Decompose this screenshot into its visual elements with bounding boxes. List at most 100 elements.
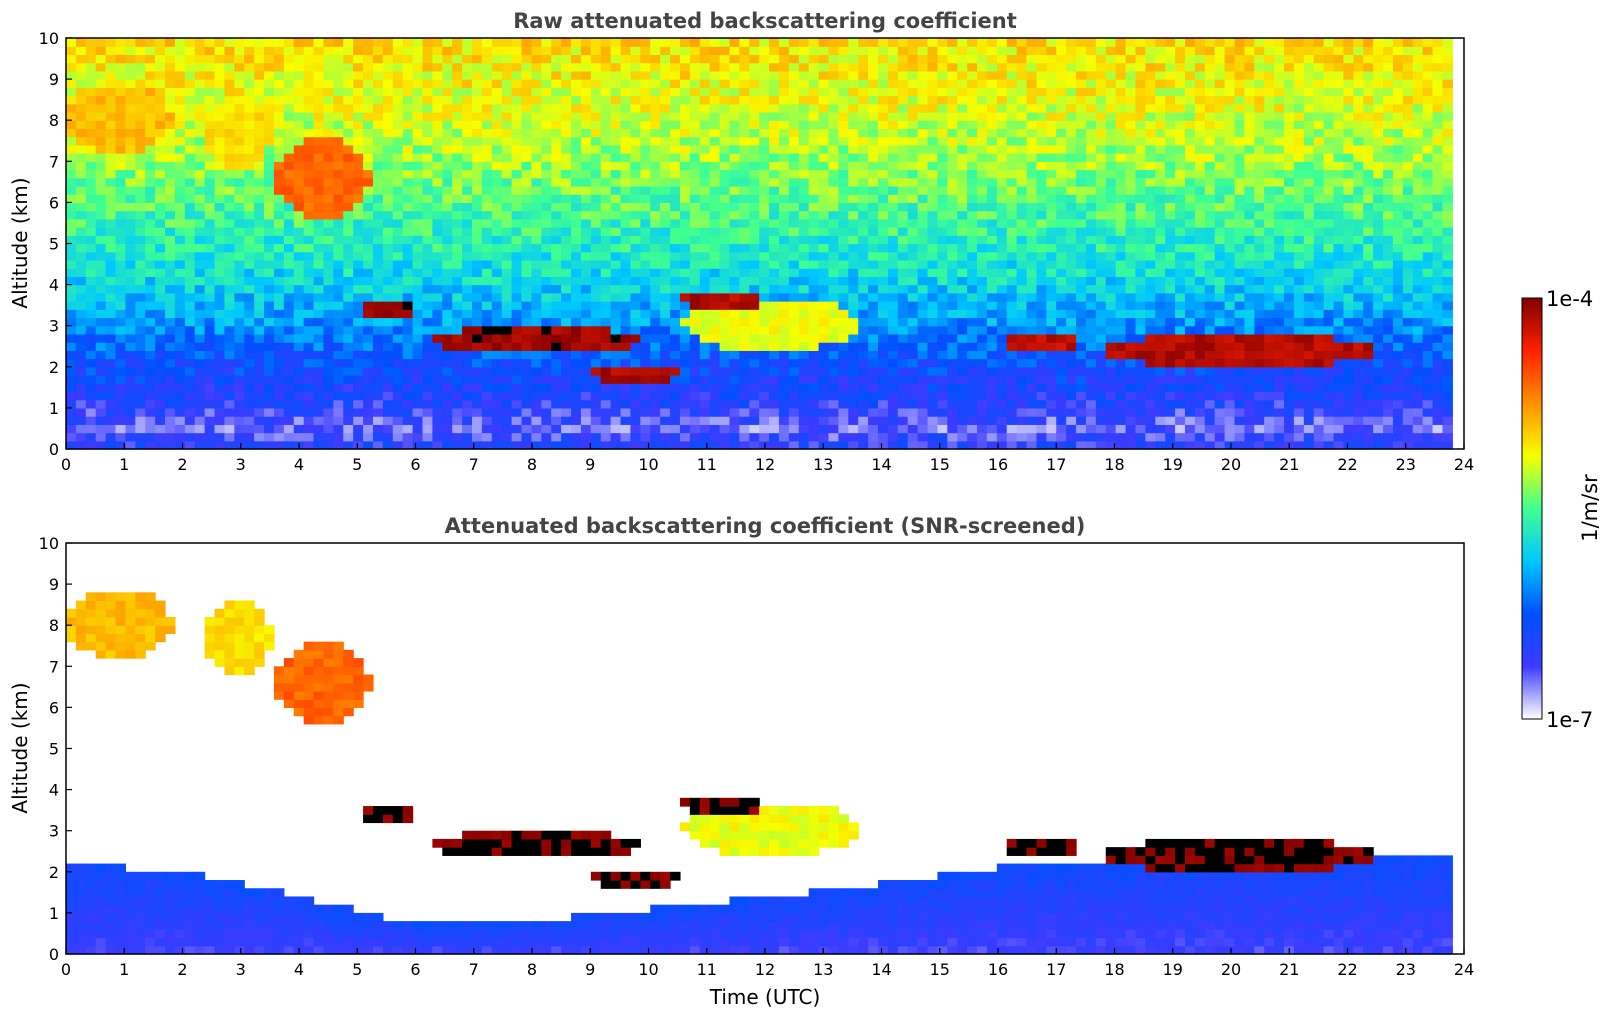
heatmap-cell: [571, 424, 582, 434]
heatmap-cell: [372, 276, 384, 286]
heatmap-cell: [472, 440, 483, 450]
heatmap-cell: [729, 70, 740, 80]
heatmap-cell: [1046, 268, 1057, 277]
heatmap-cell: [798, 416, 810, 425]
heatmap-cell: [927, 62, 939, 72]
heatmap-cell: [155, 432, 166, 442]
heatmap-cell: [432, 218, 443, 228]
heatmap-cell: [699, 375, 711, 384]
heatmap-cell: [125, 383, 136, 393]
heatmap-cell: [709, 169, 721, 179]
heatmap-cell: [531, 185, 542, 195]
heatmap-cell: [828, 54, 839, 64]
heatmap-cell: [967, 79, 978, 88]
heatmap-cell: [115, 399, 127, 409]
heatmap-cell: [977, 407, 988, 417]
heatmap-cell: [927, 87, 939, 97]
heatmap-cell: [1006, 440, 1018, 450]
heatmap-cell: [165, 153, 176, 162]
heatmap-cell: [323, 325, 334, 335]
heatmap-cell: [283, 128, 295, 138]
heatmap-cell: [689, 342, 701, 351]
heatmap-cell: [442, 62, 453, 72]
heatmap-cell: [709, 210, 721, 220]
heatmap-cell: [986, 259, 998, 269]
heatmap-cell: [66, 309, 77, 319]
heatmap-cell: [264, 95, 275, 105]
heatmap-cell: [571, 243, 582, 253]
heatmap-cell: [699, 218, 711, 228]
heatmap-cell: [511, 243, 523, 253]
heatmap-cell: [858, 218, 869, 228]
heatmap-cell: [264, 136, 275, 146]
heatmap-cell: [749, 111, 760, 121]
heatmap-cell: [620, 416, 632, 425]
heatmap-cell: [798, 95, 810, 105]
heatmap-cell: [561, 440, 572, 450]
heatmap-cell: [234, 46, 245, 56]
heatmap-cell: [264, 301, 275, 310]
heatmap-cell: [1036, 128, 1047, 138]
heatmap-cell: [947, 251, 958, 261]
heatmap-cell: [115, 350, 127, 360]
heatmap-cell: [145, 111, 156, 121]
heatmap-cell: [699, 177, 711, 187]
heatmap-cell: [759, 218, 770, 228]
heatmap-cell: [541, 227, 552, 236]
heatmap-cell: [244, 309, 255, 319]
heatmap-cell: [214, 325, 226, 335]
heatmap-cell: [85, 407, 97, 417]
heatmap-cell: [699, 301, 711, 310]
heatmap-cell: [382, 350, 394, 360]
heatmap-cell: [828, 46, 839, 56]
heatmap-cell: [947, 284, 958, 294]
heatmap-cell: [85, 120, 97, 130]
heatmap-cell: [749, 194, 760, 203]
heatmap-cell: [1006, 358, 1018, 368]
heatmap-cell: [442, 350, 453, 360]
heatmap-cell: [353, 350, 364, 360]
heatmap-cell: [670, 202, 681, 212]
heatmap-cell: [620, 161, 632, 171]
heatmap-cell: [75, 407, 87, 417]
heatmap-cell: [66, 185, 77, 195]
heatmap-cell: [561, 153, 572, 162]
heatmap-cell: [739, 103, 750, 113]
heatmap-cell: [254, 333, 265, 343]
heatmap-cell: [135, 227, 146, 236]
heatmap-cell: [66, 432, 77, 442]
heatmap-cell: [778, 144, 790, 154]
heatmap-cell: [541, 407, 552, 417]
heatmap-cell: [174, 342, 186, 351]
heatmap-cell: [204, 325, 216, 335]
heatmap-cell: [194, 95, 206, 105]
heatmap-cell: [95, 383, 107, 393]
heatmap-cell: [422, 235, 433, 245]
heatmap-cell: [293, 185, 305, 195]
heatmap-cell: [204, 161, 216, 171]
heatmap-cell: [273, 218, 285, 228]
heatmap-cell: [422, 391, 433, 401]
heatmap-cell: [392, 259, 404, 269]
heatmap-cell: [422, 95, 433, 105]
heatmap-cell: [957, 333, 968, 343]
heatmap-cell: [452, 111, 463, 121]
heatmap-cell: [511, 111, 523, 121]
heatmap-cell: [105, 218, 117, 228]
heatmap-cell: [95, 251, 107, 261]
heatmap-cell: [600, 292, 612, 302]
heatmap-cell: [1026, 62, 1038, 72]
heatmap-cell: [521, 128, 533, 138]
heatmap-cell: [333, 416, 344, 425]
heatmap-cell: [818, 333, 830, 343]
heatmap-cell: [273, 243, 285, 253]
heatmap-cell: [343, 432, 354, 442]
heatmap-cell: [630, 54, 641, 64]
heatmap-cell: [580, 383, 592, 393]
heatmap-cell: [679, 62, 691, 72]
heatmap-cell: [184, 317, 196, 327]
heatmap-cell: [254, 177, 265, 187]
heatmap-cell: [382, 111, 394, 121]
heatmap-cell: [343, 70, 354, 80]
heatmap-cell: [442, 383, 453, 393]
